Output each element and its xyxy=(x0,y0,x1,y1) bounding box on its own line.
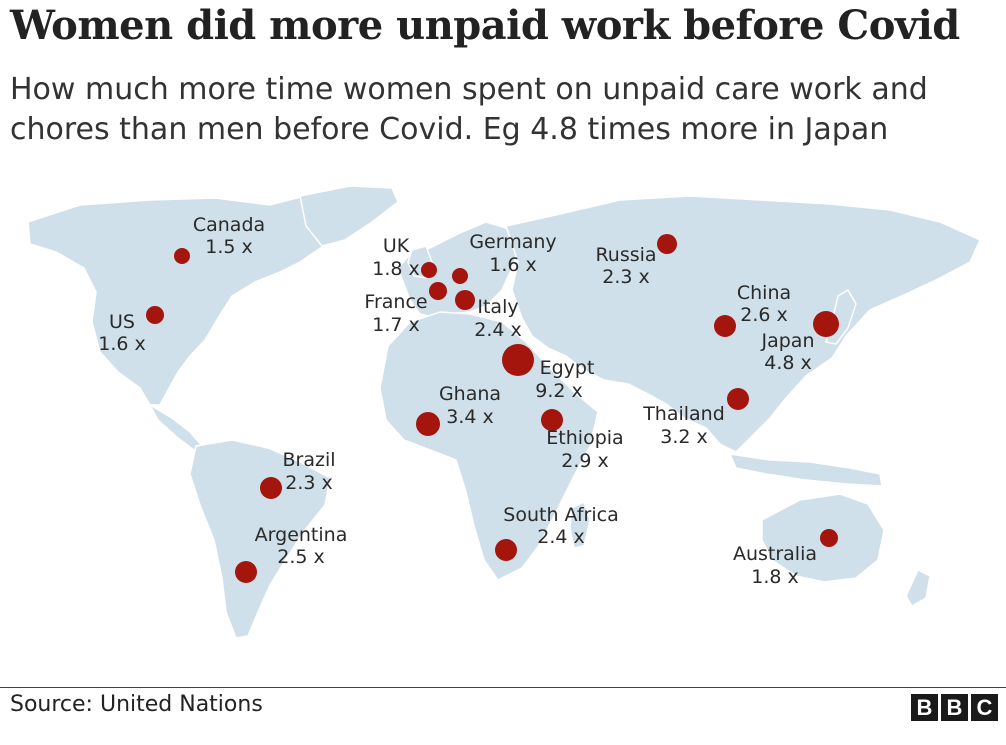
label-argentina-value: 2.5 x xyxy=(277,546,325,568)
land-central-america xyxy=(148,402,204,451)
source-note: Source: United Nations xyxy=(10,692,263,717)
label-canada-name: Canada xyxy=(193,214,265,236)
marker-us[interactable] xyxy=(146,306,164,324)
label-russia-name: Russia xyxy=(595,244,656,266)
label-canada-value: 1.5 x xyxy=(205,236,253,258)
label-japan-value: 4.8 x xyxy=(764,352,812,374)
marker-germany[interactable] xyxy=(452,268,468,284)
land-new-zealand xyxy=(905,568,931,608)
land-africa xyxy=(379,311,599,581)
label-ethiopia-value: 2.9 x xyxy=(561,450,609,472)
label-brazil-name: Brazil xyxy=(282,449,335,471)
label-uk-value: 1.8 x xyxy=(372,258,420,280)
marker-south-africa[interactable] xyxy=(495,539,517,561)
marker-australia[interactable] xyxy=(820,529,838,547)
land-indonesia xyxy=(728,453,883,487)
marker-ethiopia[interactable] xyxy=(541,409,563,431)
label-china-value: 2.6 x xyxy=(740,304,788,326)
marker-russia[interactable] xyxy=(657,234,677,254)
marker-china[interactable] xyxy=(714,315,736,337)
marker-canada[interactable] xyxy=(174,248,190,264)
labels: Canada 1.5 x US 1.6 x UK 1.8 x France 1.… xyxy=(98,214,817,588)
logo-letter-b1: B xyxy=(911,694,938,721)
label-south-africa-value: 2.4 x xyxy=(537,526,585,548)
label-italy-value: 2.4 x xyxy=(474,319,522,341)
marker-ghana[interactable] xyxy=(416,412,440,436)
label-brazil-value: 2.3 x xyxy=(285,472,333,494)
chart-title: Women did more unpaid work before Covid xyxy=(10,2,960,49)
land-asia xyxy=(505,195,981,453)
label-thailand-value: 3.2 x xyxy=(660,426,708,448)
land-greenland xyxy=(299,185,399,247)
land-south-america xyxy=(189,439,331,639)
label-france-value: 1.7 x xyxy=(372,314,420,336)
bbc-logo: B B C xyxy=(911,694,998,721)
label-australia-value: 1.8 x xyxy=(751,566,799,588)
marker-egypt[interactable] xyxy=(502,344,534,376)
label-russia-value: 2.3 x xyxy=(602,266,650,288)
marker-thailand[interactable] xyxy=(727,388,749,410)
label-ghana-value: 3.4 x xyxy=(446,406,494,428)
label-australia-name: Australia xyxy=(733,543,817,565)
label-thailand-name: Thailand xyxy=(642,403,725,425)
label-ethiopia-name: Ethiopia xyxy=(546,427,623,449)
marker-argentina[interactable] xyxy=(235,561,257,583)
label-france-name: France xyxy=(364,291,427,313)
label-argentina-name: Argentina xyxy=(255,524,348,546)
label-italy-name: Italy xyxy=(477,296,518,318)
markers xyxy=(146,234,839,583)
chart-subtitle: How much more time women spent on unpaid… xyxy=(10,72,928,147)
marker-japan[interactable] xyxy=(813,311,839,337)
land-madagascar xyxy=(569,500,591,549)
logo-letter-c: C xyxy=(971,694,998,721)
footer-divider xyxy=(0,687,1006,688)
label-egypt-value: 9.2 x xyxy=(535,380,583,402)
label-egypt-name: Egypt xyxy=(540,357,595,379)
logo-letter-b2: B xyxy=(941,694,968,721)
marker-uk[interactable] xyxy=(421,262,437,278)
label-us-value: 1.6 x xyxy=(98,333,146,355)
label-japan-name: Japan xyxy=(761,330,815,352)
label-uk-name: UK xyxy=(383,235,410,257)
label-ghana-name: Ghana xyxy=(439,383,501,405)
label-china-name: China xyxy=(737,282,791,304)
marker-france[interactable] xyxy=(429,282,447,300)
label-south-africa-name: South Africa xyxy=(503,504,618,526)
marker-italy[interactable] xyxy=(455,290,475,310)
label-germany-value: 1.6 x xyxy=(489,254,537,276)
label-us-name: US xyxy=(109,311,135,333)
marker-brazil[interactable] xyxy=(260,477,282,499)
world-map: Canada 1.5 x US 1.6 x UK 1.8 x France 1.… xyxy=(27,184,981,639)
label-germany-name: Germany xyxy=(469,231,556,253)
